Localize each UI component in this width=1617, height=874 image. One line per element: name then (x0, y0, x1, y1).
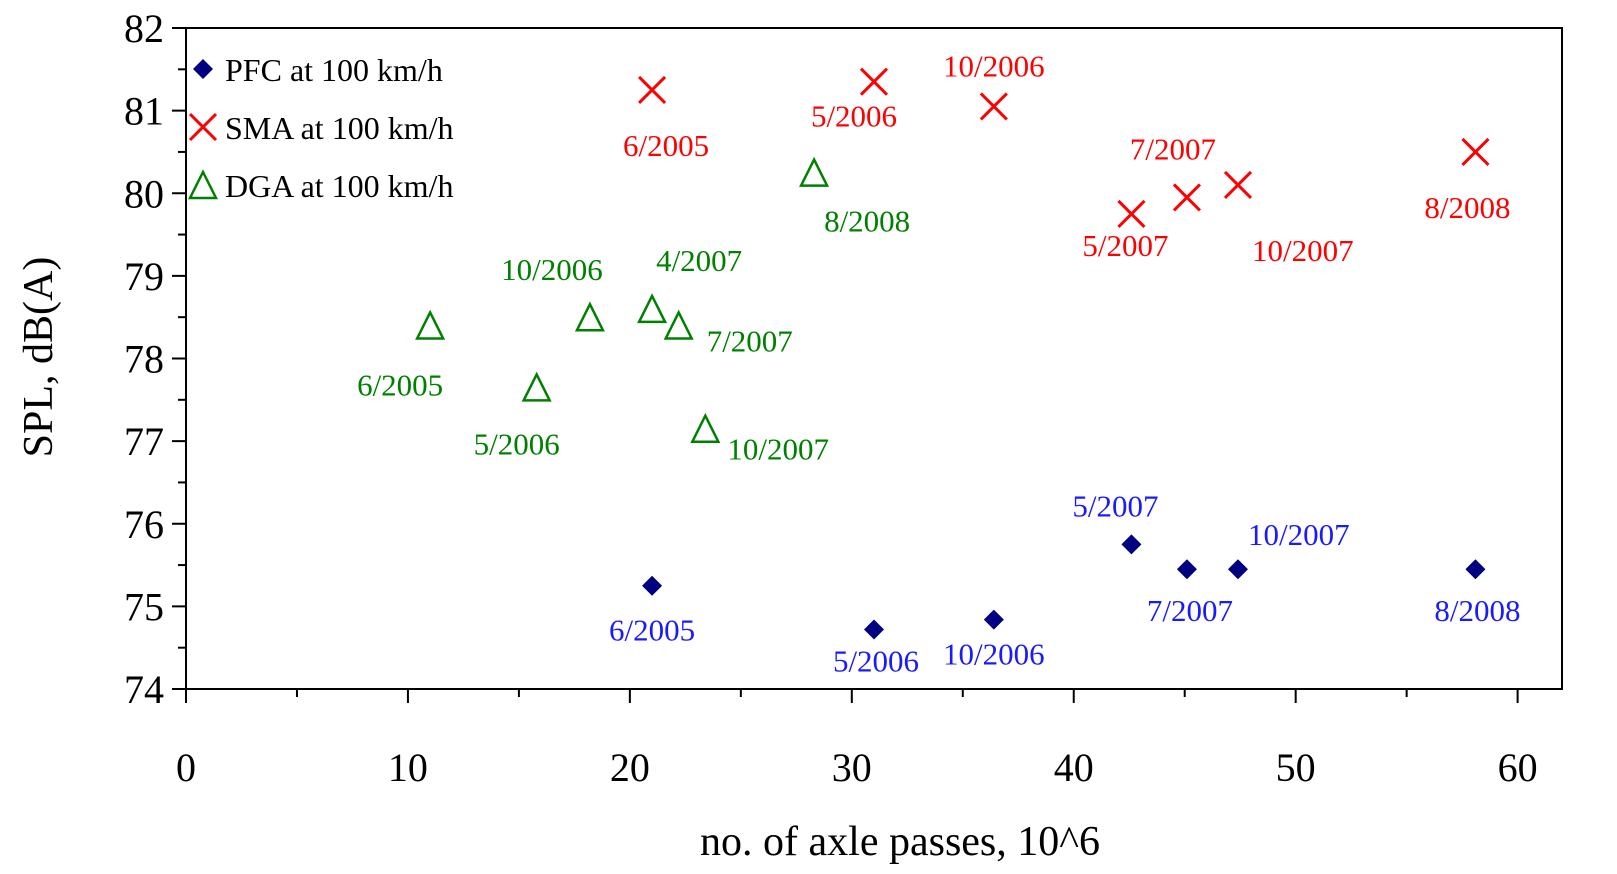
data-point (1117, 199, 1146, 228)
x-tick-label: 30 (832, 745, 872, 790)
data-point (1465, 559, 1486, 580)
y-tick-label: 79 (124, 254, 164, 299)
data-point-label: 6/2005 (623, 128, 709, 163)
data-point (1172, 183, 1201, 212)
data-point (663, 309, 694, 340)
x-axis-label: no. of axle passes, 10^6 (700, 819, 1100, 865)
data-point (1227, 559, 1248, 580)
data-point-label: 10/2006 (943, 48, 1045, 83)
data-point (1461, 137, 1490, 166)
data-point-label: 8/2008 (1434, 593, 1520, 628)
data-point (638, 75, 667, 105)
y-axis-label: SPL, dB(A) (16, 257, 62, 458)
data-point-label: 10/2007 (727, 432, 829, 467)
x-tick-label: 50 (1276, 745, 1316, 790)
data-point-label: 5/2006 (474, 426, 560, 461)
data-point-label: 5/2006 (833, 644, 919, 679)
legend-entry: PFC at 100 km/h (225, 52, 443, 88)
data-point (521, 371, 552, 402)
data-point (983, 609, 1004, 630)
legend-marker (193, 59, 213, 79)
data-point-label: 5/2007 (1072, 488, 1158, 523)
data-point (637, 293, 668, 324)
data-point (1121, 534, 1142, 555)
data-point (799, 156, 830, 187)
data-point-label: 6/2005 (609, 613, 695, 648)
x-tick-label: 60 (1498, 745, 1538, 790)
data-point-label: 10/2006 (943, 637, 1045, 672)
y-tick-label: 80 (124, 171, 164, 216)
y-tick-label: 78 (124, 337, 164, 382)
data-point-label: 5/2007 (1082, 228, 1168, 263)
data-point-label: 10/2007 (1248, 517, 1350, 552)
data-point-label: 10/2006 (501, 252, 603, 287)
x-tick-label: 10 (388, 745, 428, 790)
y-tick-label: 74 (124, 667, 164, 712)
data-point-label: 6/2005 (357, 367, 443, 402)
data-point-label: 8/2008 (824, 204, 910, 239)
data-point (642, 575, 663, 596)
data-point-label: 5/2006 (811, 99, 897, 134)
y-tick-label: 81 (124, 89, 164, 134)
data-point (859, 67, 889, 96)
data-point-label: 7/2007 (1147, 593, 1233, 628)
data-point-label: 7/2007 (1130, 131, 1216, 166)
data-point (415, 309, 446, 340)
data-point (1176, 559, 1197, 580)
data-point (1223, 170, 1253, 200)
data-point-label: 4/2007 (656, 243, 742, 278)
legend-marker (187, 169, 219, 200)
data-point-label: 7/2007 (707, 323, 793, 358)
x-tick-label: 20 (610, 745, 650, 790)
y-tick-label: 82 (124, 6, 164, 51)
legend-entry: SMA at 100 km/h (225, 110, 453, 146)
x-tick-label: 0 (176, 745, 196, 790)
data-point (574, 301, 605, 332)
legend-marker (188, 112, 218, 142)
x-tick-label: 40 (1054, 745, 1094, 790)
data-point (979, 92, 1008, 121)
y-tick-label: 76 (124, 502, 164, 547)
data-point-label: 10/2007 (1252, 233, 1354, 268)
legend-entry: DGA at 100 km/h (225, 168, 453, 204)
data-point (864, 619, 884, 640)
y-tick-label: 77 (124, 419, 164, 464)
data-point-label: 8/2008 (1424, 190, 1510, 225)
y-tick-label: 75 (124, 584, 164, 629)
data-point (690, 412, 721, 443)
